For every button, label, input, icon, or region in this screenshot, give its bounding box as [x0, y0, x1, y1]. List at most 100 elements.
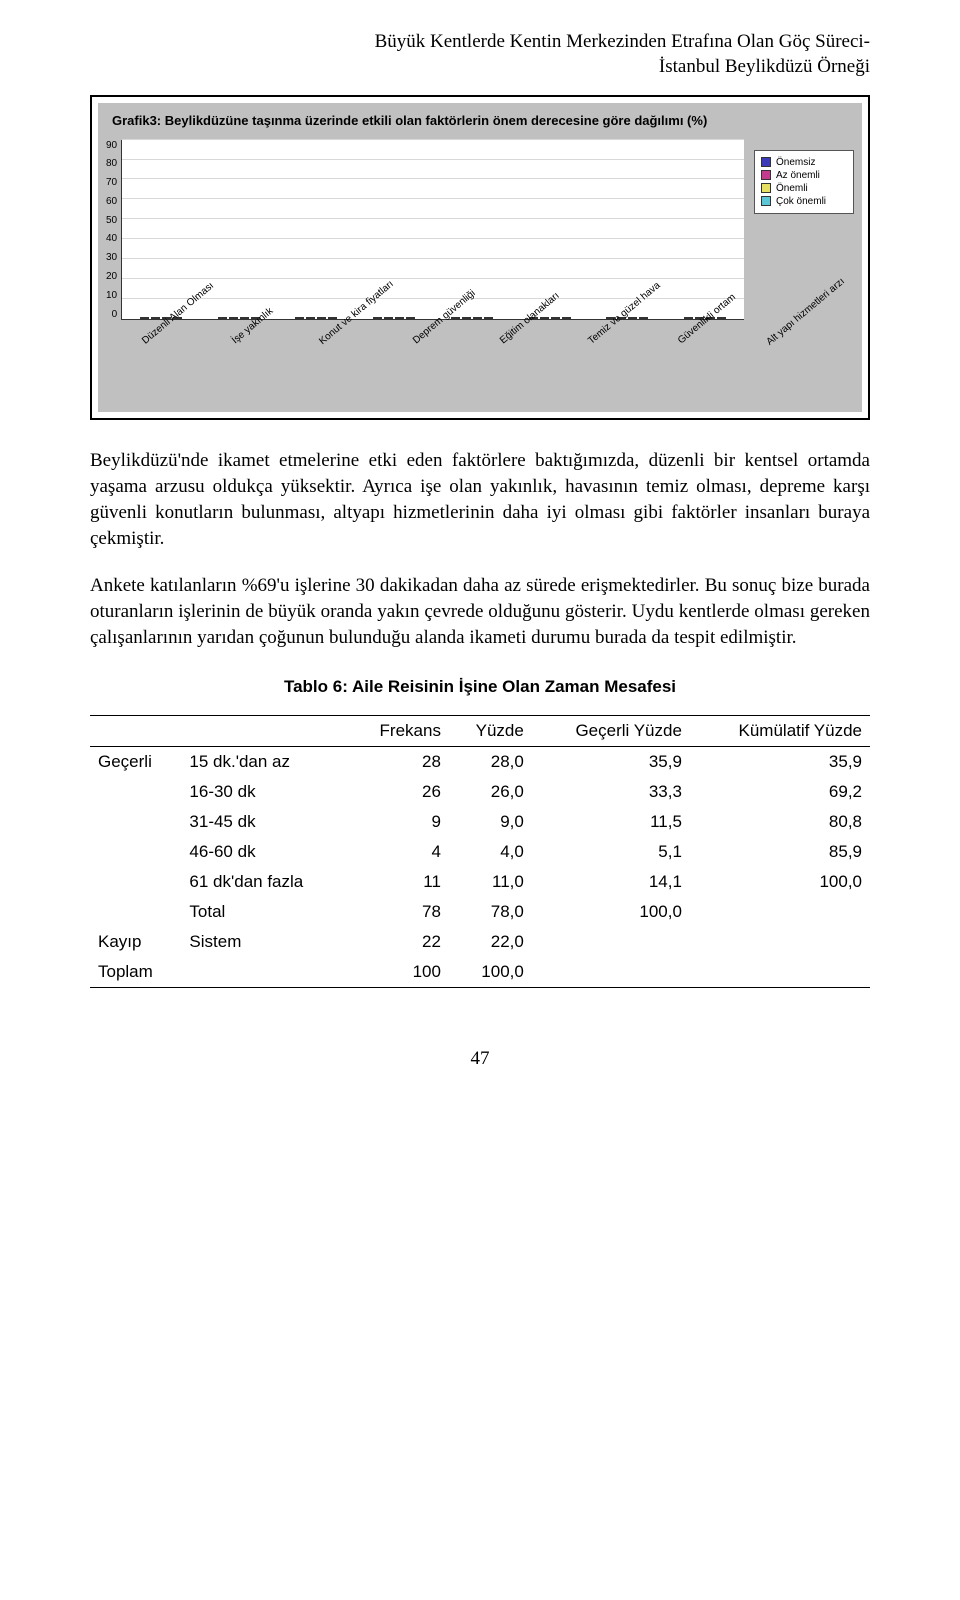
- grid-line: [122, 198, 744, 199]
- y-tick-label: 0: [112, 309, 118, 320]
- freq-cell: 9: [349, 807, 449, 837]
- x-axis: Düzenli Alan Olmasıİşe yakınlıkKonut ve …: [132, 322, 854, 408]
- y-tick-label: 70: [106, 177, 117, 188]
- valid-pct-cell: [532, 957, 690, 988]
- col-frekans: Frekans: [349, 716, 449, 747]
- legend-label: Çok önemli: [776, 196, 826, 207]
- group-label-cell: Toplam: [90, 957, 181, 988]
- freq-cell: 28: [349, 747, 449, 778]
- col-blank-1: [90, 716, 181, 747]
- y-tick-label: 30: [106, 252, 117, 263]
- table-row: 31-45 dk99,011,580,8: [90, 807, 870, 837]
- legend-item: Az önemli: [761, 170, 847, 181]
- pct-cell: 4,0: [449, 837, 532, 867]
- data-table: Frekans Yüzde Geçerli Yüzde Kümülatif Yü…: [90, 715, 870, 988]
- grid-line: [122, 178, 744, 179]
- col-yuzde: Yüzde: [449, 716, 532, 747]
- legend-label: Önemsiz: [776, 157, 815, 168]
- valid-pct-cell: 33,3: [532, 777, 690, 807]
- legend-swatch: [761, 157, 771, 167]
- cum-pct-cell: 69,2: [690, 777, 870, 807]
- cum-pct-cell: [690, 927, 870, 957]
- pct-cell: 22,0: [449, 927, 532, 957]
- grid-line: [122, 258, 744, 259]
- group-label-cell: [90, 897, 181, 927]
- chart-panel: Grafik3: Beylikdüzüne taşınma üzerinde e…: [98, 103, 862, 411]
- table-row: 16-30 dk2626,033,369,2: [90, 777, 870, 807]
- pct-cell: 11,0: [449, 867, 532, 897]
- legend-swatch: [761, 170, 771, 180]
- group-label-cell: [90, 807, 181, 837]
- row-label-cell: Total: [181, 897, 349, 927]
- chart-frame: Grafik3: Beylikdüzüne taşınma üzerinde e…: [90, 95, 870, 419]
- y-tick-label: 80: [106, 158, 117, 169]
- header-line-1: Büyük Kentlerde Kentin Merkezinden Etraf…: [90, 30, 870, 55]
- row-label-cell: 61 dk'dan fazla: [181, 867, 349, 897]
- cum-pct-cell: 35,9: [690, 747, 870, 778]
- pct-cell: 26,0: [449, 777, 532, 807]
- freq-cell: 22: [349, 927, 449, 957]
- table-row: Total7878,0100,0: [90, 897, 870, 927]
- table-row: Geçerli15 dk.'dan az2828,035,935,9: [90, 747, 870, 778]
- table-row: KayıpSistem2222,0: [90, 927, 870, 957]
- cum-pct-cell: 100,0: [690, 867, 870, 897]
- cum-pct-cell: 80,8: [690, 807, 870, 837]
- y-axis: 90 80 70 60 50 40 30 20 10 0: [106, 140, 121, 320]
- pct-cell: 100,0: [449, 957, 532, 988]
- y-tick-label: 60: [106, 196, 117, 207]
- legend-label: Az önemli: [776, 170, 820, 181]
- grid-line: [122, 218, 744, 219]
- row-label-cell: Sistem: [181, 927, 349, 957]
- y-tick-label: 50: [106, 215, 117, 226]
- grid-line: [122, 238, 744, 239]
- group-label-cell: [90, 867, 181, 897]
- freq-cell: 11: [349, 867, 449, 897]
- group-label-cell: [90, 777, 181, 807]
- table-title: Tablo 6: Aile Reisinin İşine Olan Zaman …: [90, 677, 870, 697]
- paragraph-2: Ankete katılanların %69'u işlerine 30 da…: [90, 573, 870, 652]
- valid-pct-cell: 14,1: [532, 867, 690, 897]
- pct-cell: 9,0: [449, 807, 532, 837]
- legend-item: Önemsiz: [761, 157, 847, 168]
- valid-pct-cell: 11,5: [532, 807, 690, 837]
- header-line-2: İstanbul Beylikdüzü Örneği: [90, 55, 870, 80]
- pct-cell: 78,0: [449, 897, 532, 927]
- col-blank-2: [181, 716, 349, 747]
- valid-pct-cell: 100,0: [532, 897, 690, 927]
- table-row: Toplam100100,0: [90, 957, 870, 988]
- grid-line: [122, 159, 744, 160]
- legend-item: Çok önemli: [761, 196, 847, 207]
- group-label-cell: Kayıp: [90, 927, 181, 957]
- table-row: 46-60 dk44,05,185,9: [90, 837, 870, 867]
- group-label-cell: Geçerli: [90, 747, 181, 778]
- table-body: Geçerli15 dk.'dan az2828,035,935,916-30 …: [90, 747, 870, 988]
- page-number: 47: [90, 1048, 870, 1070]
- freq-cell: 4: [349, 837, 449, 867]
- x-axis-wrap: Düzenli Alan Olmasıİşe yakınlıkKonut ve …: [132, 322, 854, 408]
- valid-pct-cell: 35,9: [532, 747, 690, 778]
- legend-item: Önemli: [761, 183, 847, 194]
- col-kumulatif: Kümülatif Yüzde: [690, 716, 870, 747]
- cum-pct-cell: [690, 897, 870, 927]
- chart-title: Grafik3: Beylikdüzüne taşınma üzerinde e…: [112, 113, 854, 129]
- valid-pct-cell: 5,1: [532, 837, 690, 867]
- page-header: Büyük Kentlerde Kentin Merkezinden Etraf…: [90, 30, 870, 79]
- bar: [140, 317, 149, 319]
- grid-line: [122, 139, 744, 140]
- cum-pct-cell: 85,9: [690, 837, 870, 867]
- group-label-cell: [90, 837, 181, 867]
- row-label-cell: 31-45 dk: [181, 807, 349, 837]
- pct-cell: 28,0: [449, 747, 532, 778]
- y-tick-label: 20: [106, 271, 117, 282]
- y-tick-label: 10: [106, 290, 117, 301]
- legend-swatch: [761, 196, 771, 206]
- y-tick-label: 40: [106, 233, 117, 244]
- row-label-cell: [181, 957, 349, 988]
- legend-label: Önemli: [776, 183, 808, 194]
- valid-pct-cell: [532, 927, 690, 957]
- legend-swatch: [761, 183, 771, 193]
- table-head: Frekans Yüzde Geçerli Yüzde Kümülatif Yü…: [90, 716, 870, 747]
- cum-pct-cell: [690, 957, 870, 988]
- freq-cell: 78: [349, 897, 449, 927]
- y-tick-label: 90: [106, 140, 117, 151]
